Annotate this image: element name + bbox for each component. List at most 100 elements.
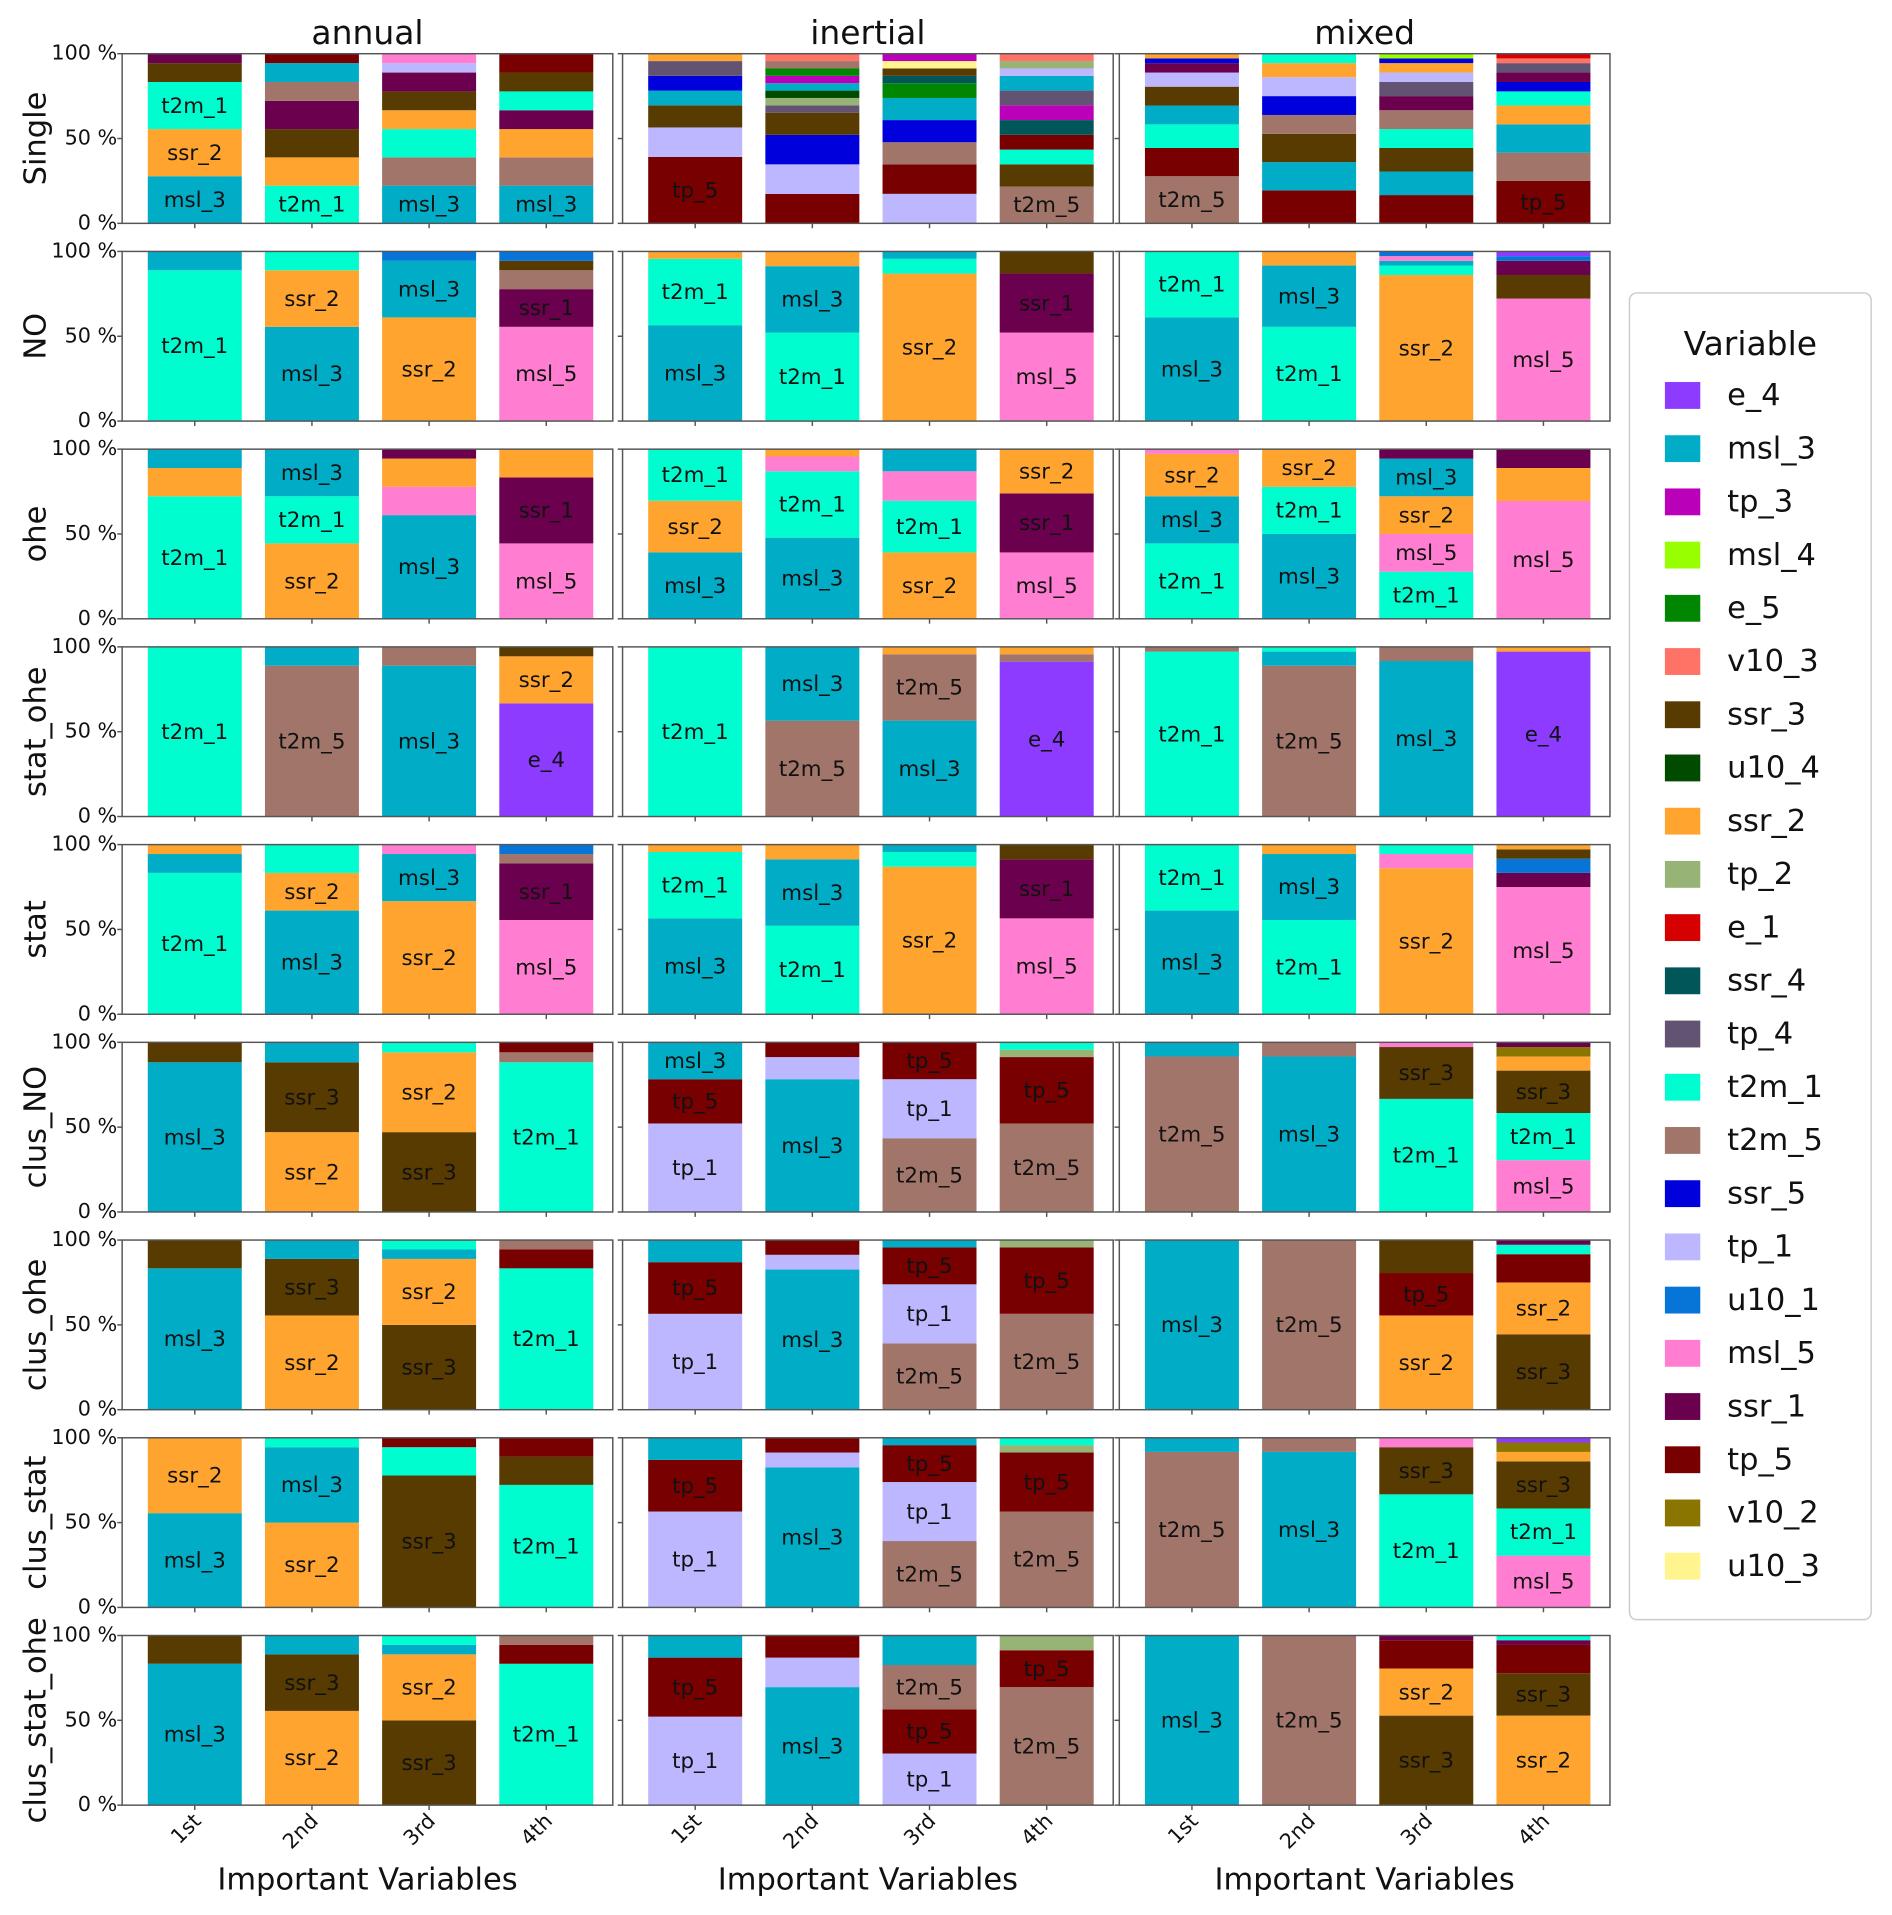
axes-frame (621, 52, 1114, 225)
segment-label: t2m_1 (161, 94, 228, 119)
bar-segment-tp_1 (648, 127, 743, 157)
segment-label: msl_3 (898, 757, 960, 782)
bar-segment-ssr_5 (1262, 96, 1357, 115)
panel-stat_ohe-mixed: t2m_1 t2m_5 msl_3 e_4 (1114, 646, 1611, 822)
bar-4th: e_4 ssr_2 (499, 646, 594, 817)
bar-segment-ssr_2 (382, 1258, 477, 1325)
bar-segment-ssr_3 (382, 1720, 477, 1806)
y-tick-label: 50 % (65, 916, 118, 940)
bar-segment-ssr_2 (382, 1654, 477, 1721)
bar-segment-ssr_2 (382, 317, 477, 422)
bar-segment-msl_3 (1262, 1056, 1357, 1212)
segment-label: t2m_1 (513, 1125, 580, 1150)
segment-label: msl_3 (1278, 875, 1340, 900)
segment-label: ssr_3 (401, 1356, 456, 1381)
bar-2nd: ssr_2 msl_3 (264, 1437, 359, 1608)
segment-label: tp_5 (672, 178, 718, 203)
segment-label: msl_3 (281, 951, 343, 976)
bar-segment-ssr_1 (1496, 872, 1591, 888)
segment-label: tp_1 (672, 1749, 718, 1774)
bar-segment-ssr_2 (382, 458, 477, 487)
bar-segment-ssr_1 (999, 859, 1094, 919)
segment-label: t2m_1 (1510, 1520, 1577, 1545)
bar-segment-ssr_2 (1144, 53, 1239, 59)
bar-segment-msl_3 (648, 325, 743, 422)
legend-item-tp_2: tp_2 (1664, 857, 1793, 892)
y-tick-label: 50 % (65, 323, 118, 347)
segment-label: t2m_1 (662, 280, 729, 305)
segment-label: msl_3 (164, 1723, 226, 1748)
bar-segment-ssr_3 (648, 105, 743, 128)
legend: Variable e_4 msl_3 tp_3 msl_4 e_5 v10_3 ssr_3 u1… (1628, 292, 1872, 1621)
axes-frame (1118, 1041, 1611, 1213)
segment-label: tp_1 (906, 1302, 952, 1327)
bar-segment-t2m_5 (1379, 646, 1474, 662)
bar-segment-ssr_5 (1379, 58, 1474, 64)
bar-segment-msl_3 (382, 515, 477, 619)
bar-1st: msl_3 t2m_1 (1144, 251, 1239, 422)
bar-segment-ssr_3 (999, 251, 1094, 274)
bar-segment-t2m_1 (1379, 1494, 1474, 1608)
segment-label: msl_5 (1512, 939, 1574, 964)
bar-segment-tp_2 (765, 97, 860, 106)
segment-label: msl_3 (281, 461, 343, 486)
bar-segment-t2m_1 (382, 1240, 477, 1250)
segment-label: t2m_1 (278, 508, 345, 533)
axes-frame (121, 1634, 614, 1806)
bar-2nd: t2m_5 (1262, 646, 1357, 817)
x-tick-label: 2nd (1275, 1809, 1320, 1854)
bar-segment-ssr_3 (147, 1240, 242, 1269)
segment-label: ssr_2 (1399, 1680, 1454, 1705)
legend-label: t2m_5 (1727, 1123, 1823, 1158)
bar-segment-u10_1 (499, 844, 594, 855)
legend-item-e_4: e_4 (1664, 378, 1781, 413)
y-tick-label: 0 % (78, 210, 118, 234)
legend-swatch (1664, 1180, 1701, 1208)
bar-segment-ssr_1 (499, 110, 594, 130)
segment-label: ssr_2 (902, 929, 957, 954)
x-tick-label: 3rd (1396, 1809, 1437, 1850)
bar-segment-ssr_3 (264, 129, 359, 158)
panel-ohe-annual: t2m_1 ssr_2 t2m_1 msl_3 msl_3 msl_5 ssr_1 (117, 448, 614, 624)
axes-frame (621, 1239, 1114, 1411)
bar-2nd: t2m_1 msl_3 (1262, 844, 1357, 1015)
bar-segment-ssr_2 (147, 468, 242, 497)
bar-segment-t2m_5 (499, 1052, 594, 1063)
segment-label: tp_1 (672, 1156, 718, 1181)
axes-frame (621, 1634, 1114, 1806)
segment-label: tp_5 (672, 1675, 718, 1700)
bar-segment-msl_3 (147, 1513, 242, 1608)
segment-label: ssr_2 (284, 1160, 339, 1185)
segment-label: msl_5 (515, 955, 577, 980)
bar-segment-msl_5 (1496, 1160, 1591, 1212)
bar-segment-msl_3 (147, 854, 242, 873)
segment-label: ssr_2 (902, 574, 957, 599)
bar-3rd: msl_3 (1379, 646, 1474, 817)
bar-segment-msl_3 (264, 449, 359, 497)
legend-swatch (1664, 701, 1701, 729)
bar-segment-ssr_1 (1144, 63, 1239, 73)
bar-2nd: t2m_5 (264, 646, 359, 817)
legend-label: e_4 (1727, 378, 1780, 413)
bar-segment-ssr_3 (1379, 1447, 1474, 1495)
segment-label: msl_5 (1395, 541, 1457, 566)
segment-label: ssr_3 (1516, 1473, 1571, 1498)
panel-stat_ohe-inertial: t2m_1 t2m_5 msl_3 msl_3 t2m_5 e_4 (617, 646, 1114, 822)
segment-label: ssr_3 (1399, 1749, 1454, 1774)
bar-segment-tp_5 (1379, 195, 1474, 224)
legend-swatch (1664, 382, 1701, 409)
panel-clus_stat_ohe-inertial: tp_1 tp_5 1st msl_3 2nd tp_1 tp_5 t2m_5 3rd t2m_5… (617, 1634, 1114, 1854)
legend-item-msl_5: msl_5 (1664, 1336, 1816, 1371)
bar-segment-ssr_2 (999, 646, 1094, 655)
bar-3rd: ssr_2 (882, 844, 977, 1015)
legend-label: ssr_1 (1727, 1389, 1806, 1424)
panel-clus_stat_ohe-mixed: msl_3 1st t2m_5 2nd ssr_3 ssr_2 3rd ssr_2 ssr_3 4… (1114, 1634, 1611, 1854)
row-title: stat (18, 900, 53, 959)
bar-segment-ssr_2 (882, 866, 977, 1015)
bar-segment-msl_3 (999, 75, 1094, 91)
segment-label: t2m_5 (1013, 193, 1080, 218)
segment-label: msl_3 (664, 361, 726, 386)
bar-segment-tp_3 (882, 53, 977, 62)
x-axis-label: Important Variables (1214, 1862, 1514, 1897)
bar-segment-ssr_2 (264, 1522, 359, 1608)
